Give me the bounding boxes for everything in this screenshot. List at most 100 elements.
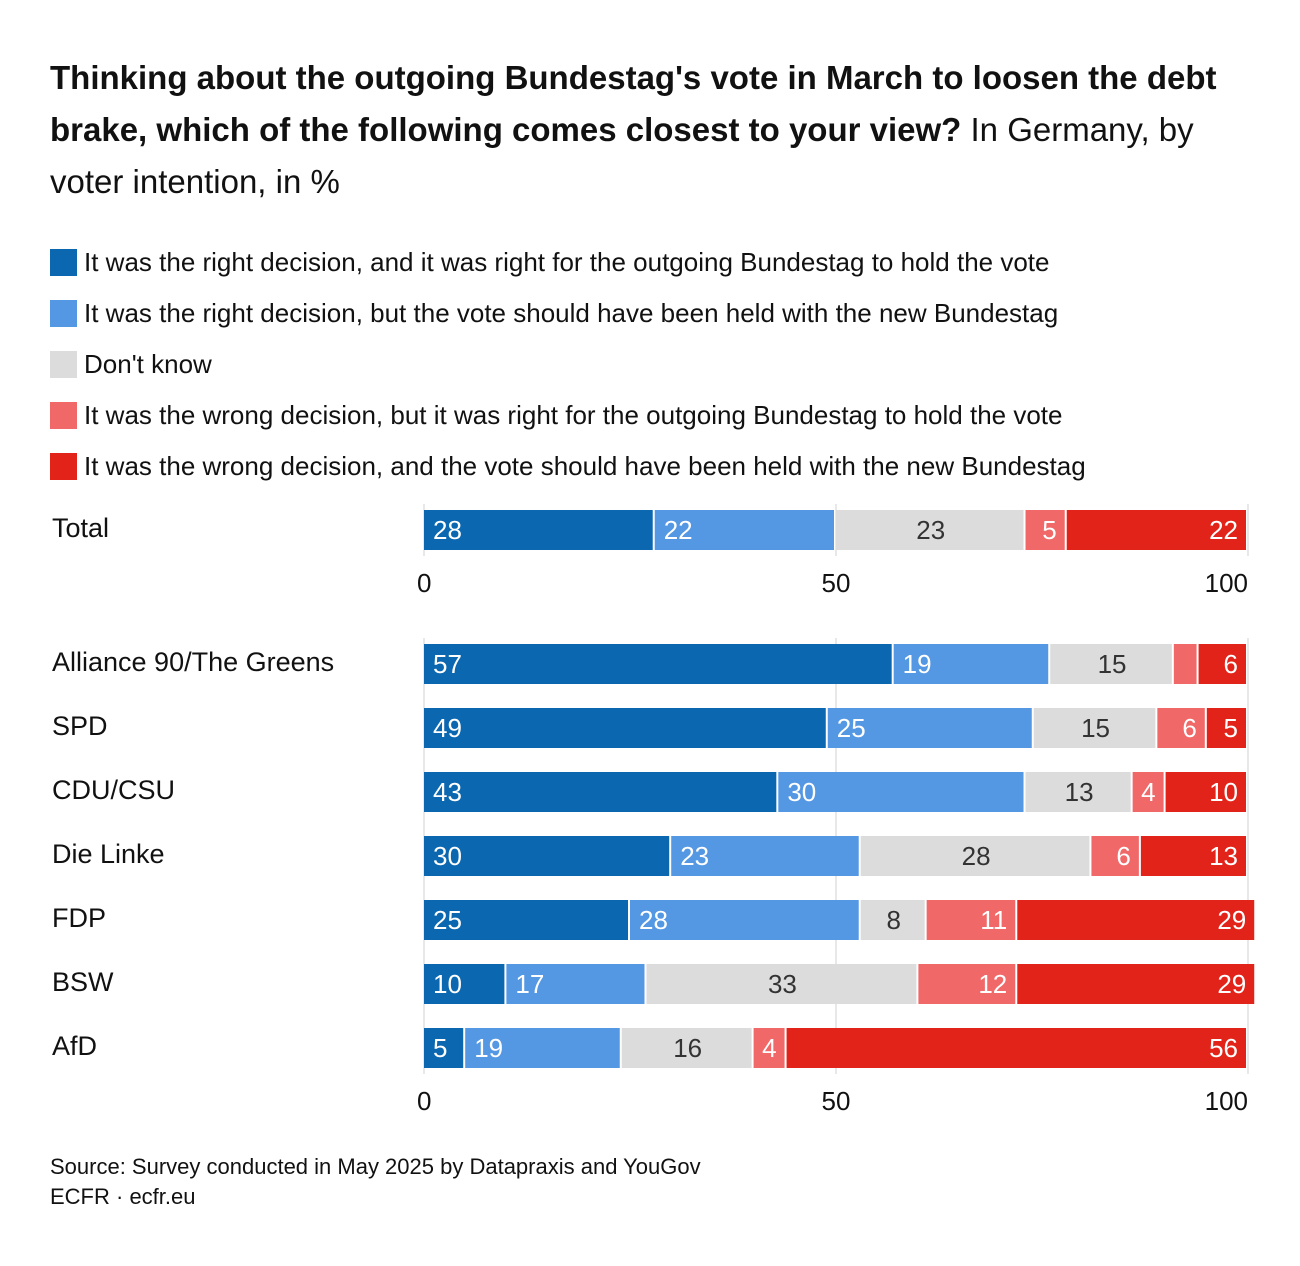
- legend-swatch: [50, 402, 77, 429]
- data-label: 23: [916, 515, 945, 545]
- bar-segment: [424, 836, 670, 876]
- bar-segment: [424, 964, 505, 1004]
- legend-label: It was the right decision, and it was ri…: [84, 247, 1050, 277]
- tick-label: 100: [1205, 568, 1248, 598]
- bar-segment: [465, 1028, 620, 1068]
- legend-item: Don't know: [50, 339, 1270, 390]
- bar-segment: [827, 708, 1032, 748]
- legend-swatch: [50, 351, 77, 378]
- data-label: 11: [980, 905, 1007, 935]
- title-question: Thinking about the outgoing Bundestag's …: [50, 59, 1217, 148]
- data-label: 28: [962, 841, 991, 871]
- data-label: 8: [886, 905, 900, 935]
- bar-segment: [786, 1028, 1246, 1068]
- bar-segment: [646, 964, 917, 1004]
- category-label: BSW: [52, 967, 114, 997]
- legend-swatch: [50, 249, 77, 276]
- category-label: CDU/CSU: [52, 775, 175, 805]
- data-label: 15: [1081, 713, 1110, 743]
- bar-segment: [893, 644, 1049, 684]
- bar-segment: [424, 772, 777, 812]
- data-label: 5: [433, 1033, 447, 1063]
- legend-label: Don't know: [84, 349, 212, 379]
- category-label: Total: [52, 513, 109, 543]
- legend-label: It was the right decision, but the vote …: [84, 298, 1059, 328]
- data-label: 25: [433, 905, 462, 935]
- source-note: Source: Survey conducted in May 2025 by …: [50, 1154, 701, 1179]
- bar-segment: [654, 510, 834, 550]
- bar-segment: [1206, 708, 1246, 748]
- title-subtitle: In Germany, by voter intention, in %: [50, 111, 1194, 200]
- legend-swatch: [50, 453, 77, 480]
- bar-segment: [424, 1028, 464, 1068]
- chart-title: Thinking about the outgoing Bundestag's …: [50, 52, 1260, 208]
- bar-segment: [506, 964, 645, 1004]
- data-label: 57: [433, 649, 462, 679]
- data-label: 33: [768, 969, 797, 999]
- data-label: 12: [978, 969, 1007, 999]
- data-label: 25: [837, 713, 866, 743]
- bar-segment: [630, 900, 859, 940]
- bar-segment: [836, 510, 1024, 550]
- bar-segment: [918, 964, 1016, 1004]
- tick-label: 50: [822, 1086, 851, 1116]
- bar-segment: [424, 708, 826, 748]
- tick-label: 100: [1205, 1086, 1248, 1116]
- data-label: 23: [680, 841, 709, 871]
- data-label: 10: [433, 969, 462, 999]
- data-label: 29: [1217, 905, 1246, 935]
- bar-segment: [778, 772, 1024, 812]
- bar-segment: [424, 900, 628, 940]
- legend-item: It was the wrong decision, but it was ri…: [50, 390, 1270, 441]
- data-label: 13: [1209, 841, 1238, 871]
- bar-segment: [1091, 836, 1139, 876]
- data-label: 6: [1182, 713, 1196, 743]
- data-label: 22: [1209, 515, 1238, 545]
- data-label: 13: [1065, 777, 1094, 807]
- data-label: 5: [1042, 515, 1056, 545]
- bar-segment: [1025, 510, 1065, 550]
- legend-item: It was the wrong decision, and the vote …: [50, 441, 1270, 492]
- data-label: 30: [433, 841, 462, 871]
- data-label: 28: [639, 905, 668, 935]
- bar-segment: [424, 644, 892, 684]
- data-label: 22: [664, 515, 693, 545]
- bar-segment: [1157, 708, 1205, 748]
- data-label: 4: [1141, 777, 1155, 807]
- bar-segment: [753, 1028, 785, 1068]
- data-label: 4: [762, 1033, 776, 1063]
- data-label: 16: [673, 1033, 702, 1063]
- bar-segment: [424, 510, 653, 550]
- data-label: 6: [1224, 649, 1238, 679]
- data-label: 10: [1209, 777, 1238, 807]
- bar-segment: [926, 900, 1016, 940]
- bar-segment: [621, 1028, 752, 1068]
- legend-item: It was the right decision, and it was ri…: [50, 237, 1270, 288]
- data-label: 17: [515, 969, 544, 999]
- bar-segment: [1025, 772, 1131, 812]
- legend-swatch: [50, 300, 77, 327]
- data-label: 5: [1224, 713, 1238, 743]
- bar-segment: [1017, 964, 1255, 1004]
- data-label: 15: [1098, 649, 1127, 679]
- bar-segment: [1050, 644, 1172, 684]
- legend-label: It was the wrong decision, but it was ri…: [84, 400, 1063, 430]
- bar-segment: [1198, 644, 1246, 684]
- data-label: 30: [787, 777, 816, 807]
- credit: ECFR · ecfr.eu: [50, 1184, 196, 1209]
- category-label: Alliance 90/The Greens: [52, 647, 334, 677]
- bar-segment: [671, 836, 859, 876]
- legend-label: It was the wrong decision, and the vote …: [84, 451, 1086, 481]
- bar-segment: [1066, 510, 1246, 550]
- data-label: 28: [433, 515, 462, 545]
- data-label: 6: [1116, 841, 1130, 871]
- bar-segment: [860, 836, 1090, 876]
- bar-segment: [860, 900, 925, 940]
- legend: It was the right decision, and it was ri…: [50, 237, 1270, 492]
- legend-item: It was the right decision, but the vote …: [50, 288, 1270, 339]
- tick-label: 0: [417, 568, 431, 598]
- bar-segment: [1132, 772, 1164, 812]
- data-label: 19: [474, 1033, 503, 1063]
- tick-label: 50: [822, 568, 851, 598]
